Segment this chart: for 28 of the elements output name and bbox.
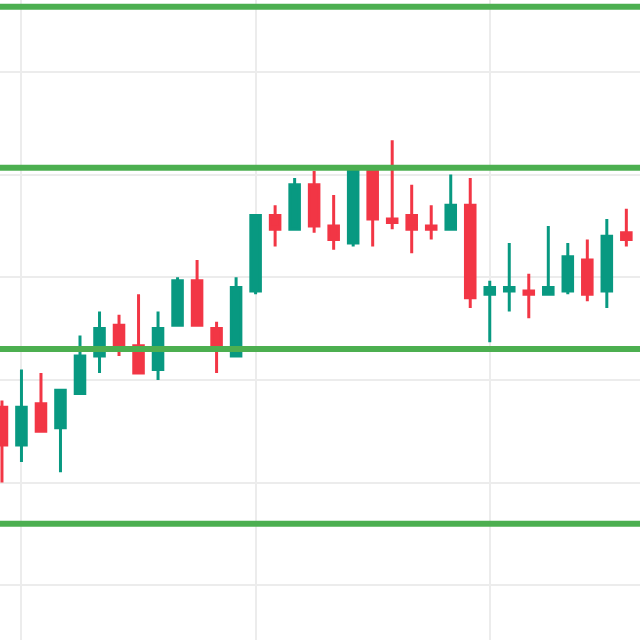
candlestick <box>210 320 223 375</box>
candlestick <box>171 275 184 327</box>
candlestick <box>327 193 340 252</box>
candlestick <box>463 176 477 310</box>
candlestick <box>249 214 262 296</box>
candlestick <box>190 258 204 327</box>
candlestick <box>581 238 594 303</box>
candlestick <box>34 371 48 433</box>
candlestick <box>483 279 497 344</box>
candlestick <box>307 169 321 235</box>
candlestick <box>288 176 301 231</box>
candlestick <box>600 217 614 310</box>
candlestick <box>54 388 67 474</box>
candlestick <box>502 241 516 313</box>
candlestick <box>405 183 418 255</box>
candlestick <box>15 368 28 464</box>
candlestick <box>424 203 438 242</box>
candlestick <box>444 173 458 231</box>
candlestick <box>268 203 282 248</box>
candlestick <box>542 224 555 296</box>
candlestick <box>112 313 126 358</box>
candlestick <box>385 138 399 231</box>
candlestick <box>561 241 575 296</box>
candlestick <box>620 207 633 248</box>
candlestick <box>366 166 379 248</box>
candlestick <box>346 166 360 248</box>
candlestick <box>73 333 87 396</box>
candlestick <box>522 272 536 320</box>
